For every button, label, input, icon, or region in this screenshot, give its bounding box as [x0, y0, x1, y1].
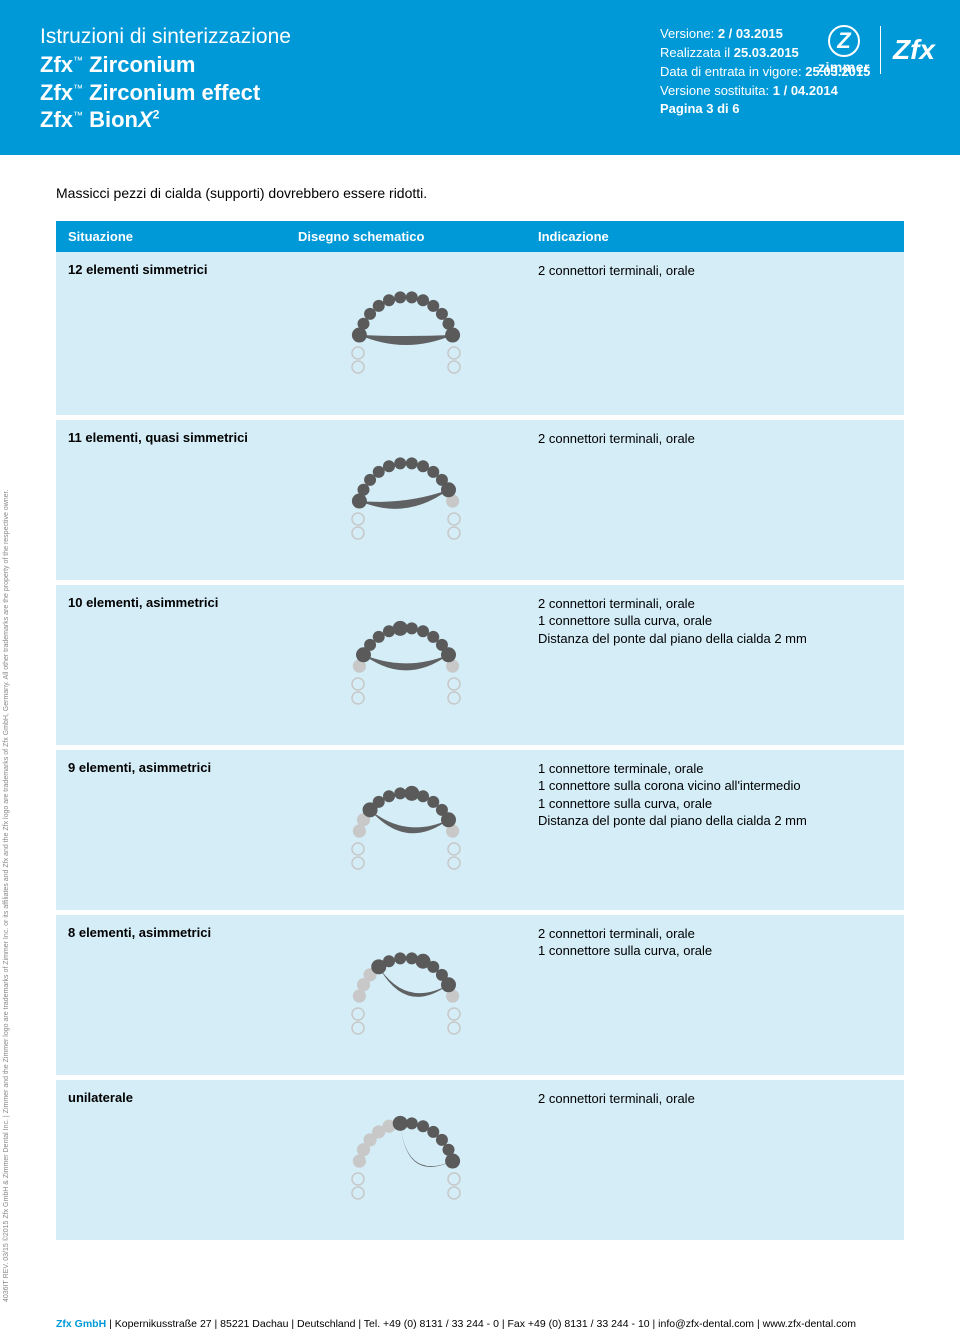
header-logos: Z zimmer Zfx — [818, 25, 935, 75]
th-indicazione: Indicazione — [526, 221, 904, 252]
version-label: Versione: — [660, 26, 714, 41]
header: Istruzioni di sinterizzazione Zfx™ Zirco… — [0, 0, 960, 155]
intro-text: Massicci pezzi di cialda (supporti) dovr… — [56, 185, 904, 201]
th-situazione: Situazione — [56, 221, 286, 252]
situations-table: Situazione Disegno schematico Indicazion… — [56, 221, 904, 1245]
realizzata-value: 25.03.2015 — [734, 45, 799, 60]
cell-situazione: 8 elementi, asimmetrici — [56, 912, 286, 1077]
zimmer-logo: Z zimmer — [818, 25, 870, 75]
zimmer-text: zimmer — [818, 59, 870, 75]
product-1: Zfx™ Zirconium — [40, 51, 660, 79]
cell-indicazione: 2 connettori terminali, orale — [526, 252, 904, 417]
cell-diagram — [286, 582, 526, 747]
cell-diagram — [286, 417, 526, 582]
cell-diagram — [286, 1077, 526, 1242]
version-value: 2 / 03.2015 — [718, 26, 783, 41]
cell-indicazione: 2 connettori terminali, orale — [526, 417, 904, 582]
table-row: 10 elementi, asimmetrici 2 connettori te… — [56, 582, 904, 747]
cell-diagram — [286, 252, 526, 417]
header-left: Istruzioni di sinterizzazione Zfx™ Zirco… — [40, 25, 660, 130]
cell-situazione: 12 elementi simmetrici — [56, 252, 286, 417]
cell-indicazione: 1 connettore terminale, orale1 connettor… — [526, 747, 904, 912]
pagina: Pagina 3 di 6 — [660, 101, 739, 116]
table-row: 8 elementi, asimmetrici 2 connettori ter… — [56, 912, 904, 1077]
cell-indicazione: 2 connettori terminali, orale1 connettor… — [526, 582, 904, 747]
zfx-logo: Zfx — [880, 26, 935, 74]
content: Massicci pezzi di cialda (supporti) dovr… — [0, 155, 960, 1245]
cell-indicazione: 2 connettori terminali, orale — [526, 1077, 904, 1242]
table-row: 12 elementi simmetrici 2 connettori term… — [56, 252, 904, 417]
side-copyright: 4036IT REV. 03/15 ©2015 Zfx GmbH & Zimme… — [3, 202, 10, 1302]
entrata-label: Data di entrata in vigore: — [660, 64, 802, 79]
cell-situazione: 10 elementi, asimmetrici — [56, 582, 286, 747]
cell-situazione: unilaterale — [56, 1077, 286, 1242]
cell-situazione: 11 elementi, quasi simmetrici — [56, 417, 286, 582]
cell-diagram — [286, 912, 526, 1077]
table-row: 11 elementi, quasi simmetrici 2 connetto… — [56, 417, 904, 582]
footer-rest: | Kopernikusstraße 27 | 85221 Dachau | D… — [106, 1318, 856, 1330]
product-3: Zfx™ BionX2 — [40, 106, 660, 134]
sost-value: 1 / 04.2014 — [773, 83, 838, 98]
footer: Zfx GmbH | Kopernikusstraße 27 | 85221 D… — [56, 1318, 930, 1330]
cell-indicazione: 2 connettori terminali, orale1 connettor… — [526, 912, 904, 1077]
doc-title: Istruzioni di sinterizzazione — [40, 25, 660, 49]
table-row: 9 elementi, asimmetrici 1 connettore ter… — [56, 747, 904, 912]
sost-label: Versione sostituita: — [660, 83, 769, 98]
cell-diagram — [286, 747, 526, 912]
realizzata-label: Realizzata il — [660, 45, 730, 60]
th-disegno: Disegno schematico — [286, 221, 526, 252]
table-row: unilaterale 2 connettori terminali, oral… — [56, 1077, 904, 1242]
product-2: Zfx™ Zirconium effect — [40, 79, 660, 107]
footer-company: Zfx GmbH — [56, 1318, 106, 1330]
zimmer-z-icon: Z — [828, 25, 860, 57]
cell-situazione: 9 elementi, asimmetrici — [56, 747, 286, 912]
